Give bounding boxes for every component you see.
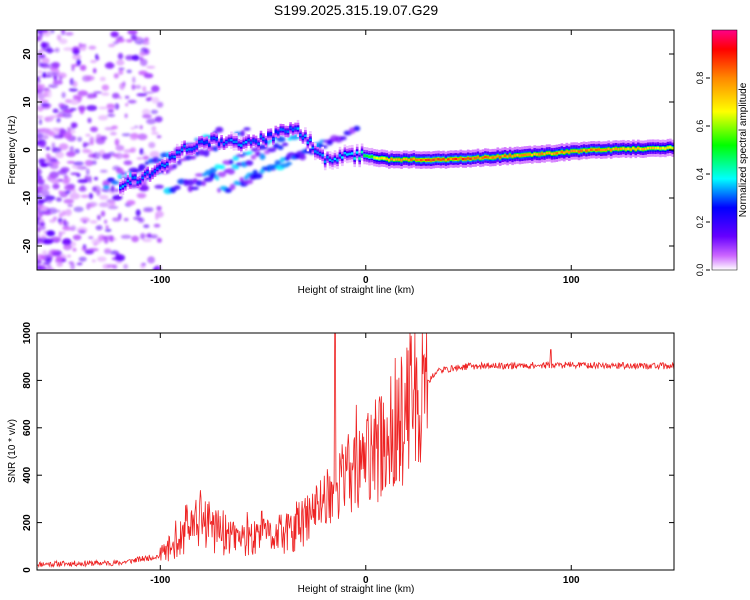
- snr-y-tick: 1000: [22, 321, 33, 344]
- spectrogram-y-tick: 10: [22, 96, 33, 108]
- snr-y-tick: 600: [22, 419, 33, 436]
- spectrogram-y-tick: -20: [22, 238, 33, 253]
- spectrogram-y-tick: 0: [22, 147, 33, 153]
- snr-x-tick: 100: [563, 575, 580, 586]
- colorbar: 0.0 0.2 0.4 0.6 0.8 Normalized spectral ampl…: [695, 29, 749, 277]
- spectrogram-y-tick: 20: [22, 48, 33, 60]
- colorbar-tick: 0.4: [695, 168, 705, 181]
- spectrogram-heatmap: [37, 30, 674, 270]
- spectrogram-y-label: Frequency (Hz): [7, 116, 18, 185]
- snr-y-label: SNR (10 * v/v): [7, 419, 18, 483]
- colorbar-label: Normalized spectral amplitude: [738, 82, 749, 217]
- snr-x-label: Height of straight line (km): [298, 584, 415, 595]
- snr-y-tick: 0: [22, 567, 33, 573]
- snr-frame: [36, 332, 675, 571]
- snr-y-tick: 400: [22, 466, 33, 483]
- snr-y-tick: 200: [22, 514, 33, 531]
- snr-series-line: [37, 333, 674, 569]
- colorbar-gradient: [711, 29, 738, 271]
- spectrogram-x-label: Height of straight line (km): [298, 285, 415, 296]
- snr-x-tick: -100: [150, 575, 170, 586]
- heatmap-ridge: [119, 119, 674, 197]
- spectrogram-x-tick: -100: [150, 275, 170, 286]
- snr-x-tick: 0: [363, 575, 369, 586]
- spectrogram-x-tick: 100: [563, 275, 580, 286]
- snr-y-tick: 800: [22, 372, 33, 389]
- colorbar-ticks: 0.0 0.2 0.4 0.6 0.8: [695, 72, 710, 277]
- colorbar-tick: 0.6: [695, 120, 705, 133]
- spectrogram-x-tick: 0: [363, 275, 369, 286]
- spectrogram-y-tick: -10: [22, 190, 33, 205]
- heatmap-noise-blobs: [37, 30, 164, 270]
- colorbar-tick: 0.8: [695, 72, 705, 85]
- colorbar-tick: 0.0: [695, 264, 705, 277]
- figure-title: S199.2025.315.19.07.G29: [274, 2, 438, 18]
- colorbar-tick: 0.2: [695, 216, 705, 229]
